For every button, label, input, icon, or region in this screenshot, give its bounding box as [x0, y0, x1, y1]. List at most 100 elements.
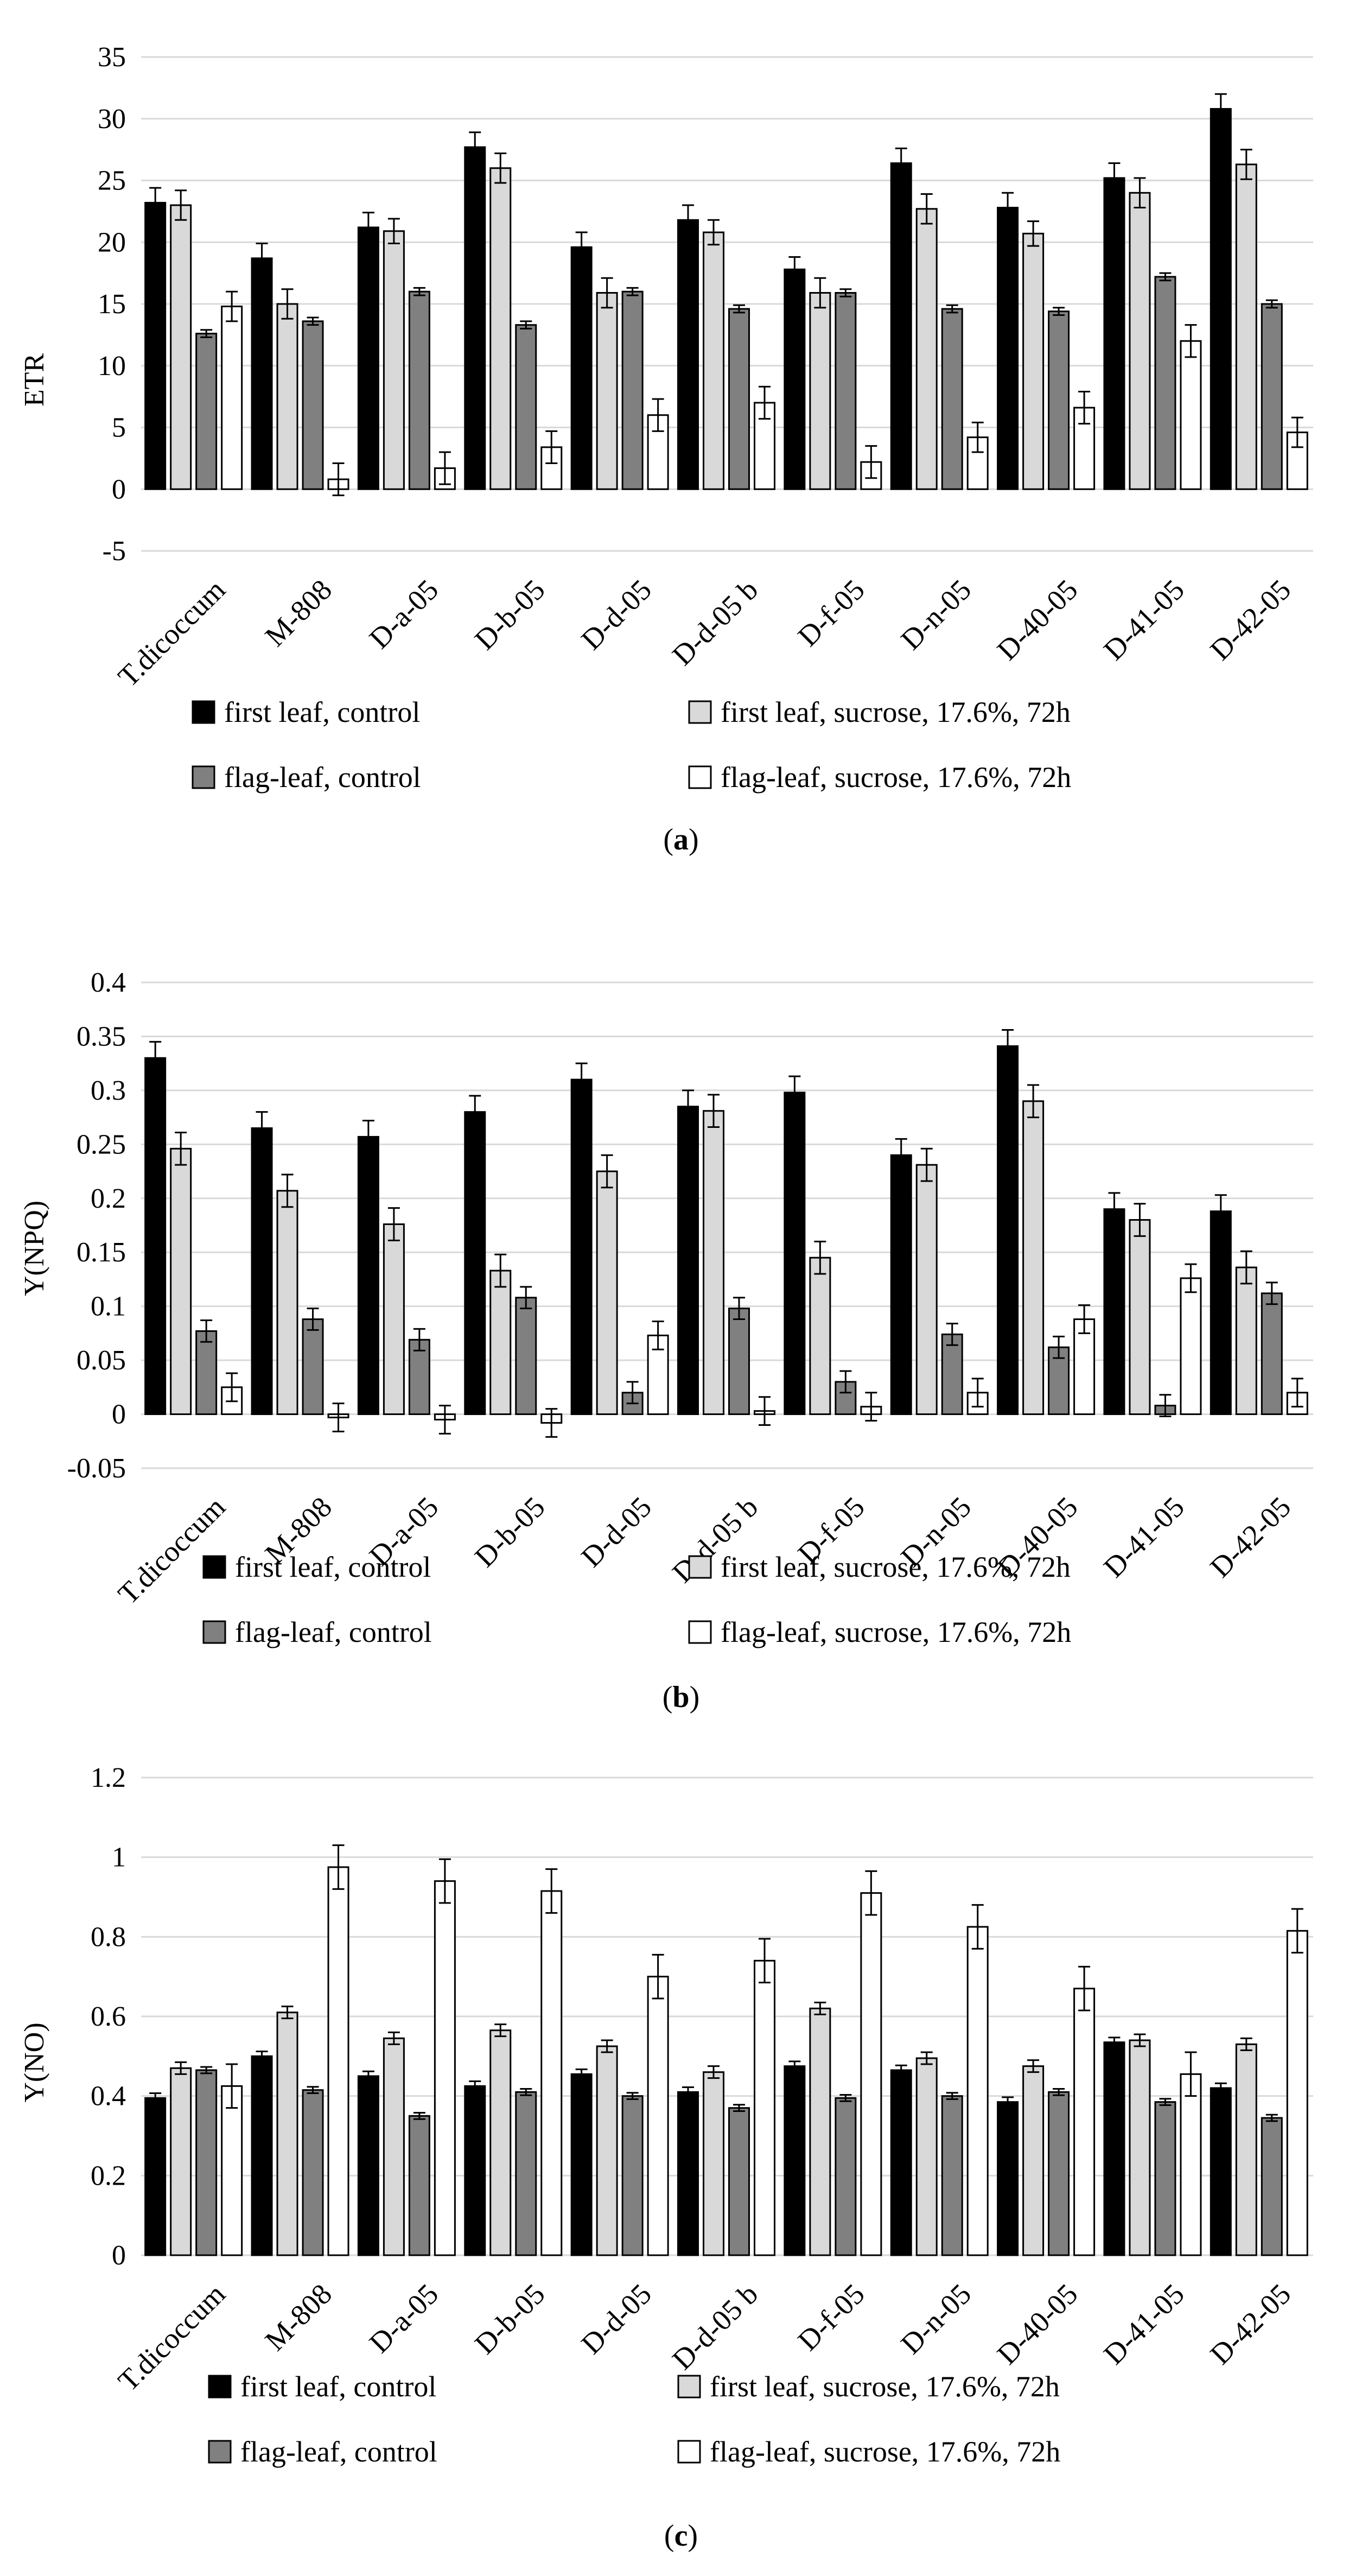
bar — [784, 268, 806, 490]
bar — [941, 308, 963, 490]
y-tick-label: 0.2 — [91, 2160, 126, 2191]
x-tick-label: D-41-05 — [1097, 1490, 1191, 1584]
bar — [784, 1092, 806, 1416]
y-tick-label: 35 — [98, 42, 126, 73]
legend-label: first leaf, sucrose, 17.6%, 72h — [721, 1551, 1071, 1583]
bar — [997, 207, 1019, 490]
bar — [515, 2091, 537, 2256]
bar — [677, 2091, 699, 2256]
x-tick-label: D-d-05 — [575, 2277, 658, 2361]
y-tick-label: 0.15 — [77, 1237, 126, 1268]
bar — [809, 1257, 831, 1416]
bar — [383, 1223, 405, 1416]
bar — [677, 1106, 699, 1416]
bar — [1180, 2073, 1202, 2256]
legend-swatch — [202, 1620, 226, 1644]
bar — [1261, 2117, 1283, 2256]
bar — [170, 1147, 192, 1416]
bar — [1154, 2101, 1176, 2256]
legend-label: first leaf, control — [235, 1551, 431, 1583]
bar — [596, 1170, 618, 1416]
bar — [703, 1110, 724, 1416]
bar — [251, 1127, 273, 1416]
bar — [1022, 1100, 1045, 1416]
bar — [647, 1976, 669, 2256]
y-tick-label: 0.35 — [77, 1021, 126, 1052]
legend-swatch — [192, 700, 215, 724]
x-tick-label: D-a-05 — [363, 2277, 445, 2359]
y-tick-label: 0.1 — [91, 1291, 126, 1322]
x-tick-label: D-d-05 — [575, 1490, 658, 1573]
x-tick-label: D-41-05 — [1097, 2277, 1191, 2371]
bar — [464, 146, 486, 490]
bar — [251, 257, 273, 490]
legend-label: first leaf, sucrose, 17.6%, 72h — [710, 2370, 1060, 2403]
bar — [915, 208, 938, 490]
y-tick-label: 0.4 — [91, 2081, 126, 2112]
bar — [170, 204, 192, 490]
bar — [728, 308, 750, 490]
bar — [1103, 1208, 1125, 1416]
x-tick-label: D-n-05 — [894, 573, 977, 656]
bar — [1073, 1988, 1096, 2256]
x-tick-label: T.dicoccum — [112, 1490, 232, 1610]
y-tick-label: 0.25 — [77, 1129, 126, 1160]
bar — [195, 333, 218, 490]
bar — [515, 1297, 537, 1416]
bar — [276, 1190, 298, 1416]
bar — [357, 226, 379, 490]
bar — [1129, 1219, 1151, 1416]
bar — [1235, 163, 1257, 490]
bar — [489, 1270, 512, 1416]
bar — [596, 292, 618, 490]
bar — [144, 2097, 167, 2256]
bar — [464, 1111, 486, 1416]
bar — [677, 219, 699, 490]
y-tick-label: 0.6 — [91, 2001, 126, 2032]
bar — [408, 2115, 430, 2256]
bar — [941, 1333, 963, 1416]
panel-caption-open: ( — [664, 2519, 674, 2553]
bar — [1261, 303, 1283, 490]
bar — [915, 1164, 938, 1416]
legend-swatch — [688, 1620, 712, 1644]
panel-caption-letter: a — [673, 823, 689, 856]
bar — [835, 2097, 857, 2256]
bar — [195, 1330, 218, 1416]
x-tick-label: D-b-05 — [468, 1490, 551, 1573]
panel-caption: (c) — [664, 2519, 698, 2553]
bar — [408, 290, 430, 490]
bar — [570, 1078, 593, 1416]
bar — [728, 2107, 750, 2256]
panel-caption: (b) — [663, 1680, 699, 1714]
bar — [357, 1135, 379, 1416]
bar — [251, 2055, 273, 2256]
y-tick-label: -5 — [103, 536, 126, 567]
x-tick-label: D-40-05 — [991, 573, 1084, 667]
x-tick-label: D-41-05 — [1097, 573, 1191, 667]
y-tick-label: 0.4 — [91, 967, 126, 998]
y-axis-title: Y(NO) — [19, 2022, 50, 2102]
bar — [890, 2069, 912, 2256]
y-tick-label: 1.2 — [91, 1762, 126, 1793]
bar — [1180, 340, 1202, 490]
x-tick-label: M-808 — [259, 573, 338, 652]
legend-swatch — [192, 765, 215, 789]
bar — [728, 1308, 750, 1416]
legend-label: flag-leaf, control — [224, 761, 421, 794]
x-tick-label: D-f-05 — [792, 2277, 871, 2357]
bar — [357, 2075, 379, 2256]
y-tick-label: 20 — [98, 227, 126, 258]
y-tick-label: 0.2 — [91, 1183, 126, 1214]
bar — [1235, 2043, 1257, 2256]
panel-caption-letter: b — [672, 1680, 689, 1714]
legend-swatch — [688, 1555, 712, 1579]
legend-label: first leaf, control — [224, 696, 420, 728]
panel-caption-letter: c — [674, 2519, 688, 2553]
panel-caption-close: ) — [688, 2519, 698, 2553]
bar — [1022, 2065, 1045, 2256]
legend-label: first leaf, control — [240, 2370, 436, 2403]
bar — [144, 201, 167, 490]
bar — [302, 1318, 324, 1416]
